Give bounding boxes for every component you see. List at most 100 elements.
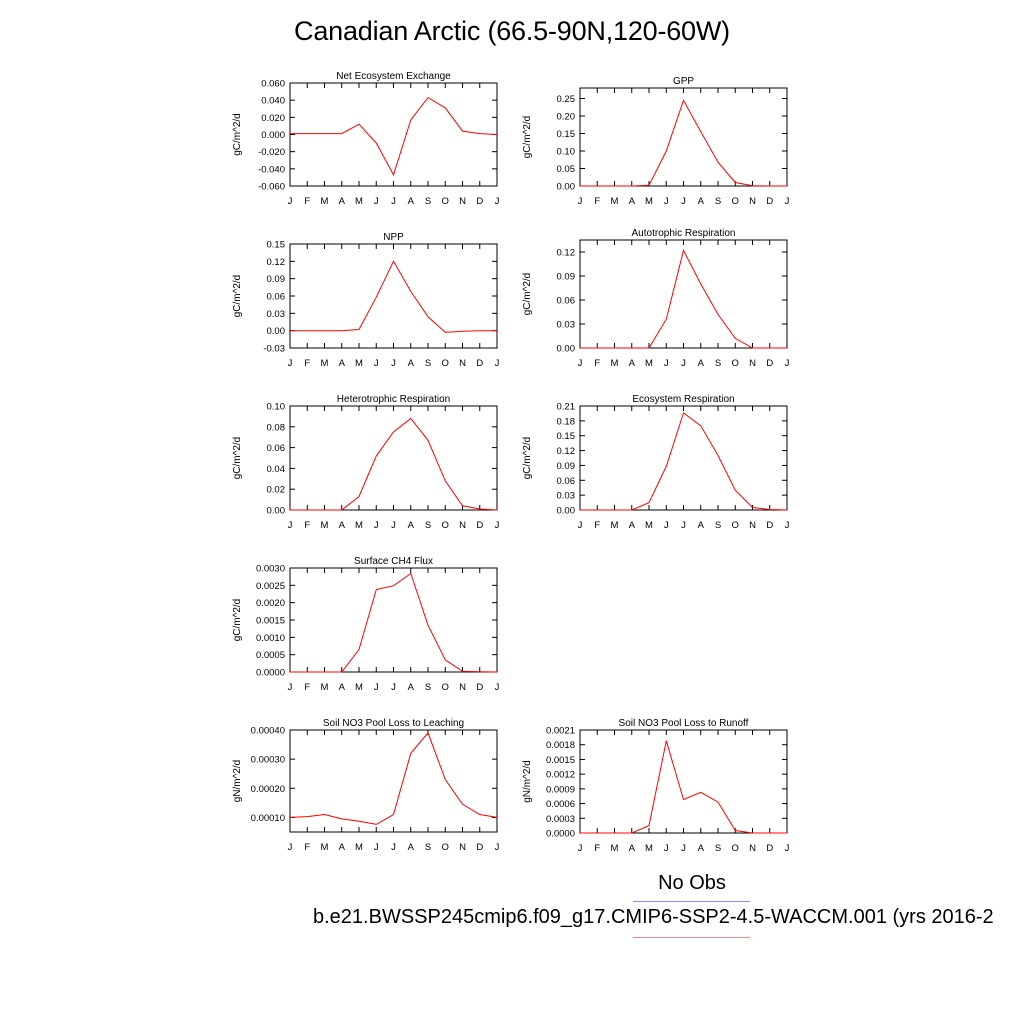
y-axis-label: gN/m^2/d	[232, 760, 243, 803]
x-tick-label: M	[611, 520, 619, 531]
y-tick-label: 0.00	[267, 326, 286, 337]
x-tick-label: J	[495, 358, 500, 369]
series-line-1	[580, 248, 787, 349]
y-tick-label: 0.10	[267, 402, 286, 413]
x-tick-label: A	[629, 520, 636, 531]
x-tick-label: N	[459, 358, 466, 369]
x-tick-label: S	[425, 520, 431, 531]
x-tick-label: F	[304, 196, 310, 207]
y-tick-label: -0.020	[258, 147, 285, 158]
y-axis-label: gC/m^2/d	[232, 437, 243, 480]
y-tick-label: 0.06	[267, 443, 286, 454]
y-tick-label: 0.0030	[256, 564, 285, 575]
y-tick-label: 0.00	[557, 506, 576, 517]
y-tick-label: 0.0025	[256, 581, 285, 592]
series-line-1	[580, 412, 788, 511]
x-tick-label: O	[442, 196, 449, 207]
x-tick-label: D	[476, 358, 483, 369]
x-tick-label: A	[339, 682, 346, 693]
y-tick-label: 0.12	[267, 257, 286, 268]
y-tick-label: 0.06	[557, 296, 576, 307]
plot-frame	[579, 729, 788, 834]
x-tick-label: D	[766, 196, 773, 207]
x-tick-label: J	[785, 520, 790, 531]
chart-title: Net Ecosystem Exchange	[336, 71, 451, 82]
x-tick-label: J	[288, 520, 293, 531]
x-tick-label: S	[425, 682, 431, 693]
y-axis-label: gC/m^2/d	[522, 273, 533, 316]
y-axis-label: gC/m^2/d	[232, 113, 243, 156]
x-tick-label: M	[611, 358, 619, 369]
y-tick-label: 0.06	[267, 292, 286, 303]
chart-7: Surface CH4 Flux gC/m^2/d 0.0030 0.0025 0.00…	[232, 556, 500, 693]
series-line-1	[290, 417, 498, 511]
x-tick-label: D	[766, 358, 773, 369]
y-tick-label: 0.09	[557, 272, 576, 283]
chart-8: Soil NO3 Pool Loss to Leaching gN/m^2/d 0.…	[232, 718, 500, 853]
x-tick-label: J	[664, 520, 669, 531]
legend-obs-line	[633, 901, 750, 902]
chart-1: Net Ecosystem Exchange gC/m^2/d 0.060 0.040…	[232, 71, 500, 207]
x-tick-label: S	[425, 196, 431, 207]
y-axis-label: gC/m^2/d	[522, 437, 533, 480]
y-tick-label: 0.03	[557, 320, 576, 331]
chart-title: NPP	[383, 232, 404, 243]
page-title: Canadian Arctic (66.5-90N,120-60W)	[294, 16, 730, 46]
y-tick-label: 0.09	[267, 274, 286, 285]
x-tick-label: M	[645, 196, 653, 207]
x-tick-label: M	[355, 682, 363, 693]
x-tick-label: J	[664, 196, 669, 207]
y-tick-label: 0.03	[557, 491, 576, 502]
x-tick-label: A	[339, 520, 346, 531]
y-tick-label: 0.09	[557, 461, 576, 472]
x-tick-label: F	[594, 196, 600, 207]
y-axis-label: gC/m^2/d	[232, 275, 243, 318]
chart-5: Heterotrophic Respiration gC/m^2/d 0.10 0.0…	[232, 394, 500, 531]
x-tick-label: A	[629, 843, 636, 854]
x-tick-label: J	[288, 682, 293, 693]
x-tick-label: M	[611, 843, 619, 854]
y-tick-label: 0.00	[557, 344, 576, 355]
y-axis-label: gC/m^2/d	[522, 116, 533, 159]
y-tick-label: 0.15	[557, 431, 576, 442]
x-tick-label: J	[495, 842, 500, 853]
y-tick-label: 0.00030	[251, 755, 285, 766]
x-tick-label: M	[321, 842, 329, 853]
x-tick-label: M	[645, 843, 653, 854]
x-tick-label: M	[645, 358, 653, 369]
x-tick-label: F	[304, 520, 310, 531]
x-tick-label: O	[442, 842, 449, 853]
x-tick-label: D	[476, 520, 483, 531]
x-tick-label: J	[785, 196, 790, 207]
plot-frame	[289, 405, 498, 511]
y-tick-label: 0.12	[557, 248, 576, 259]
series-line-1	[290, 260, 497, 333]
series-line-1	[290, 96, 498, 177]
x-tick-label: A	[698, 358, 705, 369]
legend-run-label: b.e21.BWSSP245cmip6.f09_g17.CMIP6-SSP2-4…	[313, 906, 994, 928]
x-tick-label: A	[629, 358, 636, 369]
x-tick-label: N	[459, 682, 466, 693]
x-tick-label: N	[459, 842, 466, 853]
y-tick-label: 0.10	[557, 147, 576, 158]
x-tick-label: J	[374, 842, 379, 853]
y-tick-label: 0.12	[557, 446, 576, 457]
x-tick-label: A	[698, 520, 705, 531]
x-tick-label: M	[321, 358, 329, 369]
x-tick-label: M	[611, 196, 619, 207]
plot-frame	[289, 567, 498, 673]
plot-frame	[579, 405, 788, 511]
chart-title: Autotrophic Respiration	[632, 228, 736, 239]
y-tick-label: 0.00010	[251, 813, 285, 824]
x-tick-label: O	[732, 358, 739, 369]
x-tick-label: N	[459, 196, 466, 207]
x-tick-label: J	[681, 520, 686, 531]
y-tick-label: 0.00040	[251, 726, 285, 737]
x-tick-label: F	[304, 842, 310, 853]
y-tick-label: 0.00020	[251, 784, 285, 795]
plot-frame	[289, 82, 498, 187]
y-tick-label: 0.0003	[546, 814, 575, 825]
x-tick-label: N	[459, 520, 466, 531]
x-tick-label: F	[594, 358, 600, 369]
